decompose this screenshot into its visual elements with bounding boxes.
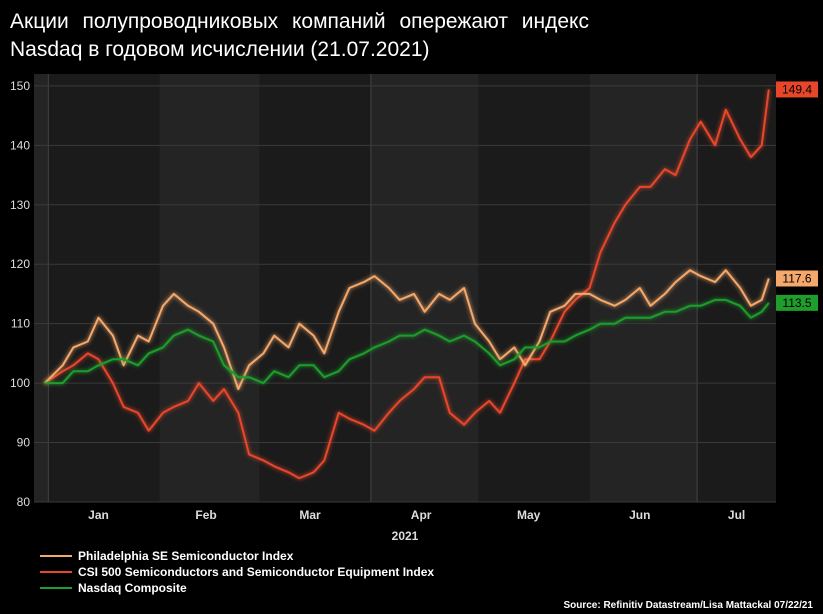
x-tick-label: Jan [88,508,109,522]
legend-swatch [40,571,72,573]
legend-item: Nasdaq Composite [40,580,434,596]
month-band [34,74,49,502]
legend-label: CSI 500 Semiconductors and Semiconductor… [78,565,435,579]
end-value-label: 149.4 [782,82,812,96]
month-band [697,74,776,502]
legend-swatch [40,587,72,589]
legend-label: Philadelphia SE Semiconductor Index [78,549,294,563]
y-tick-label: 130 [10,198,30,212]
y-tick-label: 110 [11,317,30,331]
x-tick-label: Jul [728,508,745,522]
y-tick-label: 90 [17,436,31,450]
source-note: Source: Refinitiv Datastream/Lisa Mattac… [563,600,813,611]
x-tick-label: Feb [195,508,216,522]
chart-title: Акции полупроводниковых компаний опережа… [10,8,810,64]
y-tick-label: 140 [10,138,30,152]
x-tick-label: Jun [629,508,650,522]
y-tick-label: 120 [10,257,30,271]
y-tick-label: 80 [17,495,31,509]
y-tick-label: 150 [10,79,30,93]
series-line [44,89,770,480]
end-value-label: 113.5 [782,296,811,310]
month-band [478,74,590,502]
legend-swatch [40,555,72,557]
line-chart: 80 90 100 110 120 130 140 150 Jan Feb Mar Apr May Jun… [10,74,818,543]
series-line [44,298,770,385]
end-value-box [776,270,818,287]
month-band [589,74,698,502]
series-line [44,269,770,391]
x-tick-label: Apr [411,508,432,522]
end-value-box [776,81,818,98]
x-tick-label: May [517,508,541,522]
y-tick-label: 100 [10,376,30,390]
legend-item: Philadelphia SE Semiconductor Index [40,548,434,564]
month-band [259,74,371,502]
legend-label: Nasdaq Composite [78,581,187,595]
month-band [48,74,160,502]
month-band [370,74,479,502]
end-value-box [776,294,818,311]
x-tick-label: Mar [299,508,321,522]
chart-title-line1: Акции полупроводниковых компаний опережа… [10,10,589,33]
legend-item: CSI 500 Semiconductors and Semiconductor… [40,564,434,580]
x-axis-year-label: 2021 [392,529,419,543]
legend: Philadelphia SE Semiconductor Index CSI … [40,548,434,596]
end-value-label: 117.6 [782,271,811,285]
chart-title-line2: Nasdaq в годовом исчислении (21.07.2021) [10,38,430,61]
